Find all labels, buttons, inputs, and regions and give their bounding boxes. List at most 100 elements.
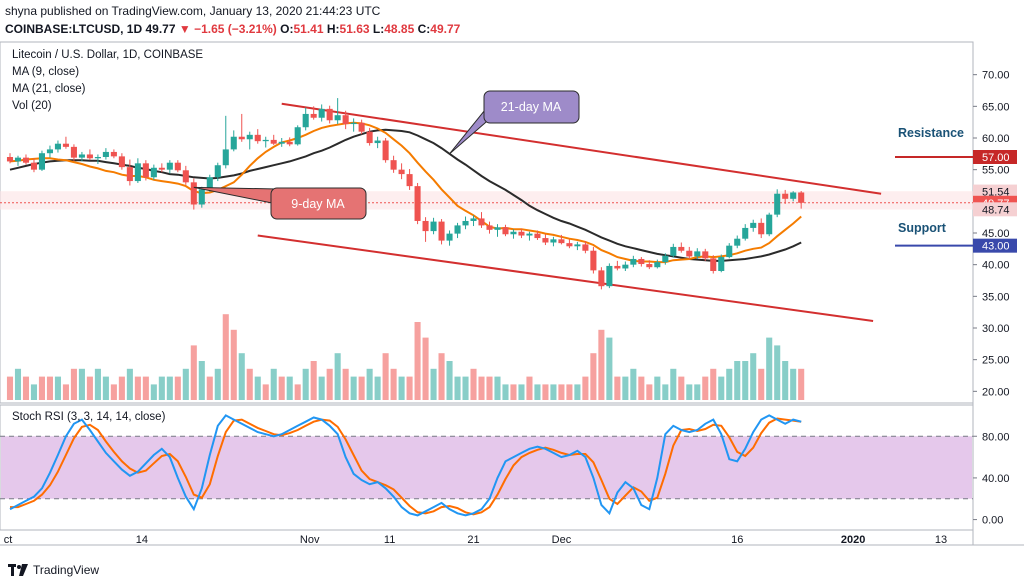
ma9-callout-label: 9-day MA <box>291 197 345 211</box>
legend-volume[interactable]: Vol (20) <box>12 100 52 112</box>
volume-bar <box>726 368 733 400</box>
price-axis-label: 35.00 <box>982 291 1010 303</box>
volume-bar <box>798 368 805 400</box>
candle-body <box>590 250 597 271</box>
candle-body <box>670 246 677 256</box>
price-axis-label: 45.00 <box>982 228 1010 240</box>
time-axis-label: 11 <box>384 534 395 546</box>
candle-body <box>470 218 477 221</box>
price-badge-label: 51.54 <box>982 187 1010 199</box>
footer-brand[interactable]: TradingView <box>8 563 99 577</box>
volume-bar <box>582 376 589 400</box>
volume-bar <box>254 376 261 400</box>
candle-body <box>78 154 85 158</box>
legend-ma21[interactable]: MA (21, close) <box>12 83 86 95</box>
volume-bar <box>22 376 30 400</box>
candle-body <box>646 264 653 268</box>
volume-bar <box>94 368 101 400</box>
low-value: 48.85 <box>384 22 415 36</box>
candle-body <box>230 136 237 150</box>
time-axis-label: 21 <box>467 534 479 546</box>
price-badge <box>973 238 1017 253</box>
candle-body <box>686 250 693 257</box>
price-axis-label: 70.00 <box>982 70 1010 82</box>
volume-bar <box>110 384 117 400</box>
volume-bar <box>350 376 357 400</box>
volume-bar <box>198 361 205 400</box>
volume-bar <box>366 368 373 400</box>
candle-body <box>422 220 429 232</box>
volume-bar <box>174 376 181 400</box>
candle-body <box>214 165 221 178</box>
candle-body <box>270 139 277 144</box>
volume-bar <box>326 368 333 400</box>
volume-bar <box>774 345 781 400</box>
volume-bar <box>334 353 341 400</box>
volume-bar <box>638 376 645 400</box>
time-axis-label: 14 <box>136 534 148 546</box>
candle-body <box>166 162 173 170</box>
volume-bar <box>278 376 285 400</box>
price-axis-label: 40.00 <box>982 260 1010 272</box>
volume-bar <box>534 384 541 400</box>
candle-body <box>542 238 549 243</box>
volume-bar <box>518 384 525 400</box>
candle-body <box>438 221 445 241</box>
candle-body <box>142 163 149 178</box>
candle-body <box>414 186 421 221</box>
volume-bar <box>702 376 709 400</box>
volume-bar <box>446 361 453 400</box>
volume-bar <box>166 376 173 400</box>
symbol-name[interactable]: COINBASE:LTCUSD, 1D <box>5 22 143 36</box>
candle-body <box>694 251 701 257</box>
candle-body <box>222 149 229 166</box>
volume-bar <box>550 384 557 400</box>
candle-body <box>54 143 61 150</box>
stoch-axis-label: 80.00 <box>982 431 1010 443</box>
candle-body <box>766 214 773 235</box>
candle-body <box>158 167 165 170</box>
volume-bar <box>782 361 789 400</box>
candle-body <box>750 222 757 228</box>
legend-stoch-rsi[interactable]: Stoch RSI (3, 3, 14, 14, close) <box>12 411 166 423</box>
price-axis-label: 65.00 <box>982 101 1010 113</box>
price-badge <box>973 184 1017 199</box>
volume-bar <box>206 376 213 400</box>
volume-bar <box>694 384 701 400</box>
volume-bar <box>78 368 85 400</box>
price-axis-label: 55.00 <box>982 165 1010 177</box>
candle-body <box>574 244 581 247</box>
high-label: H: <box>326 22 340 36</box>
volume-bar <box>134 376 141 400</box>
ma9-line <box>9 121 802 264</box>
candle-body <box>294 127 301 145</box>
symbol-line: COINBASE:LTCUSD, 1D 49.77 ▼ −1.65 (−3.21… <box>5 22 460 36</box>
stoch-k-line <box>9 414 802 517</box>
volume-bar <box>494 376 501 400</box>
legend-ma9[interactable]: MA (9, close) <box>12 66 80 78</box>
volume-bar <box>262 384 269 400</box>
candle-body <box>406 174 413 187</box>
volume-bar <box>302 368 309 400</box>
time-axis-label: ct <box>4 534 13 546</box>
price-axis-label: 25.00 <box>982 355 1010 367</box>
candle-body <box>310 113 317 118</box>
time-axis-label: 13 <box>935 534 947 546</box>
stoch-d-line <box>10 417 802 516</box>
candle-body <box>6 157 14 162</box>
candle-body <box>582 244 589 251</box>
candle-body <box>254 134 261 142</box>
candle-body <box>118 156 125 168</box>
candle-body <box>782 193 789 199</box>
volume-bar <box>790 368 797 400</box>
candle-body <box>702 251 709 259</box>
ma21-callout-box <box>483 90 580 124</box>
candle-body <box>94 157 101 159</box>
volume-bar <box>382 353 389 400</box>
volume-bar <box>478 376 485 400</box>
candle-body <box>30 162 38 170</box>
volume-bar <box>30 384 38 400</box>
candle-body <box>558 239 565 244</box>
open-value: 51.41 <box>293 22 324 36</box>
